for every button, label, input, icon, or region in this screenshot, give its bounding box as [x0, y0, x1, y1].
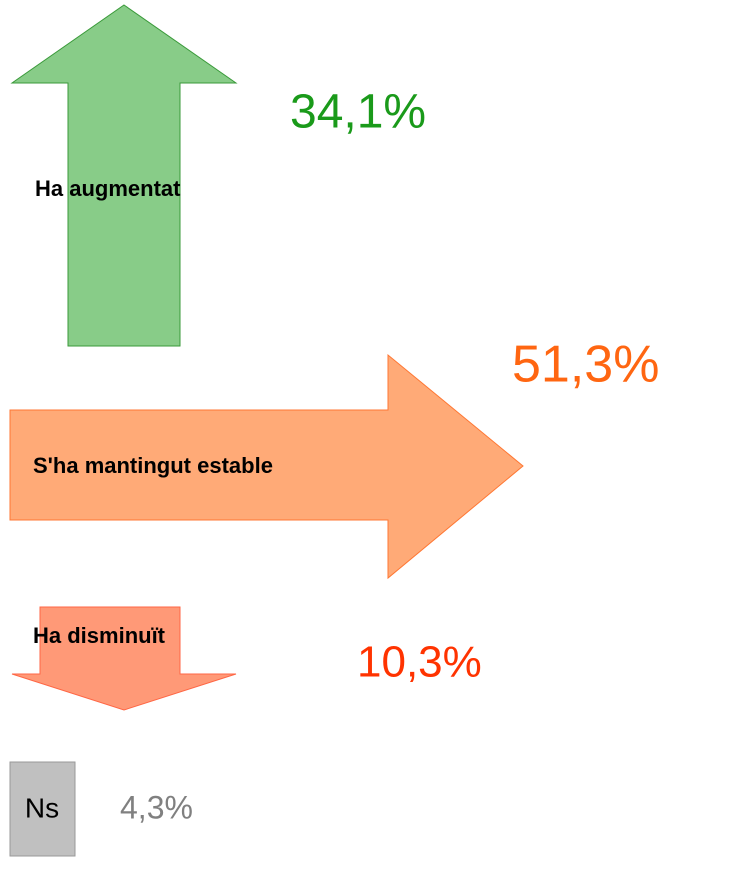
box	[9, 761, 76, 857]
value-label: 4,3%	[120, 789, 193, 825]
arrow	[11, 606, 237, 711]
value-label: 51,3%	[512, 336, 659, 394]
category-label: S'ha mantingut estable	[33, 453, 273, 478]
category-label: Ha disminuït	[33, 623, 166, 648]
category-label: Ns	[25, 792, 59, 823]
category-label: Ha augmentat	[35, 176, 181, 201]
value-label: 10,3%	[357, 638, 482, 687]
arrow	[9, 353, 524, 580]
arrow	[10, 4, 238, 347]
value-label: 34,1%	[290, 86, 426, 139]
